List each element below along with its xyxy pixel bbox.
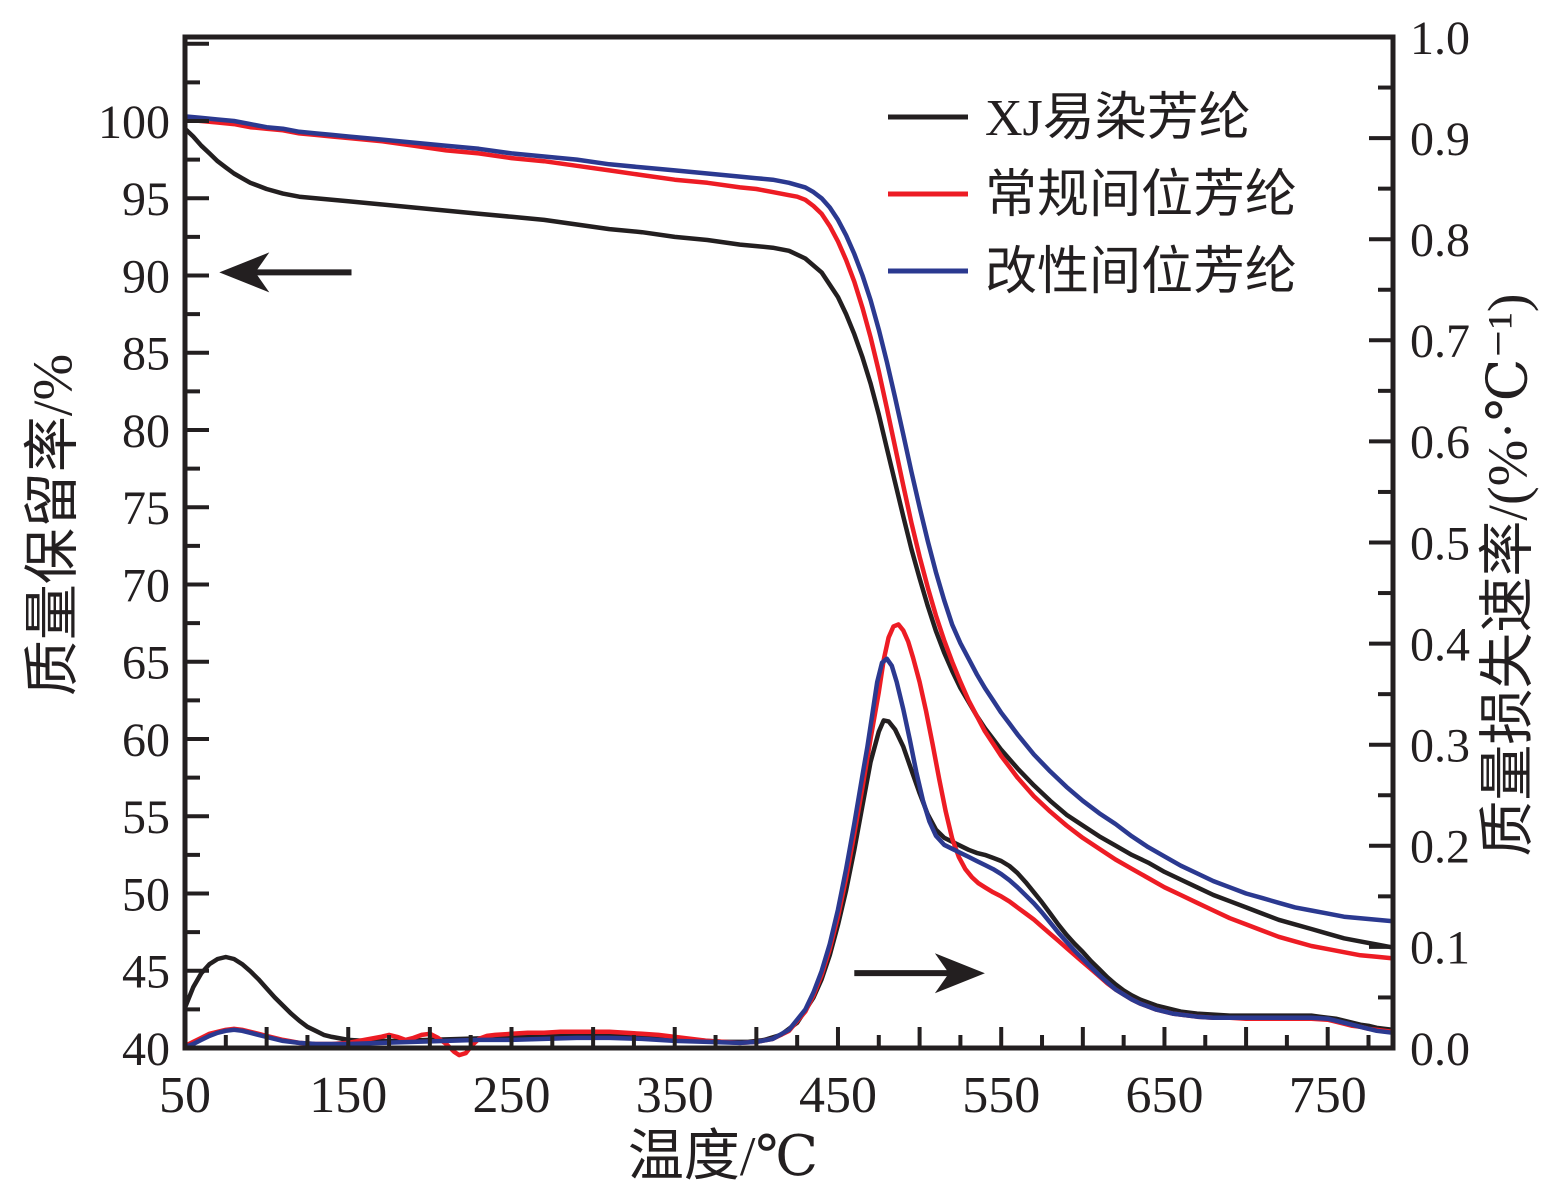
x-tick-label-750: 750 bbox=[1289, 1067, 1367, 1124]
left-y-tick-label-80: 80 bbox=[122, 405, 170, 458]
right-y-tick-label-0.2: 0.2 bbox=[1410, 821, 1470, 874]
left-y-tick-label-85: 85 bbox=[122, 328, 170, 381]
x-tick-label-450: 450 bbox=[799, 1067, 877, 1124]
left-y-tick-label-95: 95 bbox=[122, 173, 170, 226]
legend: XJ易染芳纶 常规间位芳纶 改性间位芳纶 bbox=[888, 90, 1297, 301]
left-y-tick-label-50: 50 bbox=[122, 868, 170, 921]
left-axis-arrow bbox=[219, 252, 352, 293]
right-y-tick-label-0.9: 0.9 bbox=[1410, 113, 1470, 166]
x-tick-label-250: 250 bbox=[472, 1067, 550, 1124]
x-axis-title: 温度/℃ bbox=[628, 1126, 818, 1188]
right-axis-arrow bbox=[854, 953, 985, 994]
left-y-tick-label-65: 65 bbox=[122, 637, 170, 690]
x-tick-label-50: 50 bbox=[159, 1067, 211, 1124]
dtg-curve-blue bbox=[182, 656, 1396, 1050]
left-y-tick-label-45: 45 bbox=[122, 946, 170, 999]
x-tick-label-550: 550 bbox=[962, 1067, 1040, 1124]
left-y-tick-label-55: 55 bbox=[122, 791, 170, 844]
x-tick-label-150: 150 bbox=[309, 1067, 387, 1124]
right-y-tick-label-0.7: 0.7 bbox=[1410, 315, 1470, 368]
left-y-tick-label-75: 75 bbox=[122, 482, 170, 535]
left-y-tick-label-90: 90 bbox=[122, 250, 170, 303]
legend-label-0: XJ易染芳纶 bbox=[985, 90, 1251, 147]
right-y-axis-title: 质量损失速率/(%·℃⁻¹) bbox=[1478, 293, 1540, 856]
left-y-tick-label-100: 100 bbox=[98, 96, 170, 149]
legend-label-1: 常规间位芳纶 bbox=[985, 167, 1297, 224]
right-y-tick-label-0.5: 0.5 bbox=[1410, 517, 1470, 570]
left-axis-arrow-head bbox=[219, 252, 270, 293]
dtg-curve-red bbox=[182, 622, 1396, 1058]
left-y-tick-label-70: 70 bbox=[122, 559, 170, 612]
legend-item-0: XJ易染芳纶 bbox=[888, 90, 1251, 147]
legend-label-2: 改性间位芳纶 bbox=[985, 244, 1297, 301]
left-y-tick-label-60: 60 bbox=[122, 714, 170, 767]
right-y-tick-label-0.4: 0.4 bbox=[1410, 618, 1470, 671]
right-y-tick-label-0.1: 0.1 bbox=[1410, 922, 1470, 975]
x-tick-label-650: 650 bbox=[1125, 1067, 1203, 1124]
tg-curve-black bbox=[182, 126, 1396, 950]
right-y-tick-label-0.0: 0.0 bbox=[1410, 1023, 1470, 1076]
axis-tick-labels: 50 150 250 350 450 550 650 750 40 45 50 55 60 65 70 75 8… bbox=[98, 12, 1470, 1124]
legend-item-2: 改性间位芳纶 bbox=[888, 244, 1297, 301]
plot-border bbox=[182, 34, 1396, 1051]
axis-direction-arrows bbox=[219, 252, 985, 994]
curves-layer bbox=[182, 114, 1396, 1058]
right-y-tick-label-1.0: 1.0 bbox=[1410, 12, 1470, 65]
legend-item-1: 常规间位芳纶 bbox=[888, 167, 1297, 224]
right-axis-arrow-head bbox=[934, 953, 985, 994]
tg-curve-red bbox=[182, 117, 1396, 961]
left-y-axis-title: 质量保留率/% bbox=[23, 354, 85, 696]
right-y-tick-label-0.8: 0.8 bbox=[1410, 214, 1470, 267]
right-y-tick-label-0.3: 0.3 bbox=[1410, 720, 1470, 773]
x-tick-label-350: 350 bbox=[636, 1067, 714, 1124]
left-y-tick-label-40: 40 bbox=[122, 1023, 170, 1076]
right-y-tick-label-0.6: 0.6 bbox=[1410, 416, 1470, 469]
tg-curve-blue bbox=[182, 114, 1396, 924]
